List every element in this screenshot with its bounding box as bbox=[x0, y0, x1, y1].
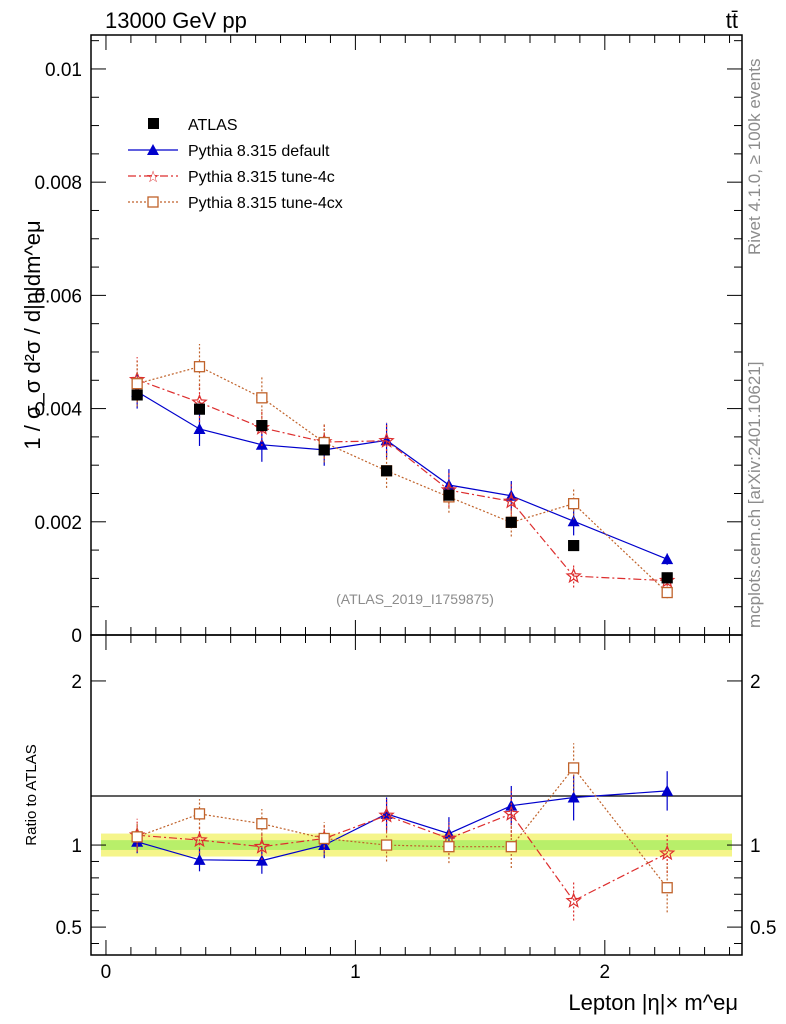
ratio-ticks bbox=[91, 635, 742, 955]
ratio-default-point bbox=[661, 784, 674, 796]
tune4cx-point bbox=[256, 392, 268, 404]
ratio-series bbox=[128, 743, 676, 921]
ratio-tune4c-point bbox=[503, 805, 520, 821]
default-line bbox=[136, 391, 668, 560]
ratio-tune4cx-point bbox=[193, 808, 206, 820]
legend: ATLAS Pythia 8.315 default ☆ Pythia 8.31… bbox=[128, 117, 343, 212]
ratio-default-point bbox=[505, 799, 518, 811]
ratio-y-tick-label-right: 2 bbox=[750, 672, 761, 693]
ratio-tune4c-point bbox=[378, 806, 395, 823]
atlas-point-top bbox=[661, 572, 673, 584]
ratio-tune4cx-line bbox=[136, 766, 668, 889]
ratio-y-tick-labels: 0.5 1 2 0.5 1 2 bbox=[56, 672, 777, 939]
tune4cx-point bbox=[661, 586, 673, 599]
x-tick-label: 0 bbox=[101, 962, 112, 983]
atlas-point-top bbox=[131, 389, 143, 401]
x-axis-label: Lepton |η|× m^eμ bbox=[568, 990, 738, 1015]
legend-tune4c-marker: ☆ bbox=[146, 167, 160, 186]
ratio-tune4c-point bbox=[253, 838, 271, 854]
ratio-default-point bbox=[567, 791, 580, 803]
ratio-band-inner bbox=[101, 840, 732, 850]
tune4c-point bbox=[502, 492, 520, 509]
ratio-tune4c-point bbox=[565, 892, 582, 908]
ratio-tune4c-point bbox=[191, 831, 208, 848]
ratio-panel: 0.5 1 2 0.5 1 2 0 1 2 Ratio to ATLAS bbox=[23, 634, 777, 983]
analysis-watermark: (ATLAS_2019_I1759875) bbox=[336, 591, 494, 607]
atlas-point-top bbox=[381, 465, 393, 477]
main-panel: 0 0.002 0.004 0.006 0.008 0.01 1 / σ_σ d²σ / … bbox=[20, 34, 743, 647]
tune4cx-point bbox=[131, 378, 143, 390]
main-ticks bbox=[91, 35, 742, 636]
ratio-tune4c-point bbox=[658, 844, 676, 861]
atlas-point-top bbox=[318, 444, 330, 456]
x-tick-label: 1 bbox=[350, 962, 361, 983]
rivet-label: Rivet 4.1.0, ≥ 100k events bbox=[745, 59, 764, 255]
x-tick-labels: 0 1 2 bbox=[101, 962, 610, 983]
ratio-tune4cx-point bbox=[505, 841, 517, 853]
atlas-point-top bbox=[505, 516, 517, 528]
ratio-default-point bbox=[318, 839, 331, 851]
tune4cx-point bbox=[567, 498, 580, 510]
legend-default-label: Pythia 8.315 default bbox=[188, 143, 330, 160]
main-y-tick-label: 0 bbox=[71, 626, 82, 647]
ratio-tune4cx-point bbox=[380, 839, 393, 851]
ratio-tune4cx-point bbox=[256, 818, 268, 830]
atlas-point-top bbox=[256, 420, 268, 432]
ratio-y-tick-label-left: 0.5 bbox=[56, 918, 82, 939]
tune4cx-point bbox=[193, 361, 206, 373]
header-left-title: 13000 GeV pp bbox=[105, 8, 247, 33]
legend-tune4c-label: Pythia 8.315 tune-4c bbox=[188, 169, 335, 186]
x-tick-label: 2 bbox=[600, 962, 611, 983]
tune4cx-line bbox=[136, 366, 668, 593]
main-y-tick-label: 0.004 bbox=[34, 400, 82, 421]
ratio-y-axis-label: Ratio to ATLAS bbox=[23, 744, 40, 845]
main-series bbox=[128, 344, 676, 599]
ratio-y-tick-label-right: 0.5 bbox=[750, 918, 776, 939]
tune4c-point bbox=[565, 567, 582, 584]
legend-atlas-marker bbox=[148, 118, 159, 129]
atlas-point-top bbox=[568, 540, 580, 552]
legend-default-marker bbox=[147, 144, 159, 155]
ratio-default-point bbox=[193, 853, 206, 865]
default-point bbox=[193, 422, 206, 434]
main-y-tick-label: 0.002 bbox=[34, 513, 82, 534]
ratio-y-tick-label-left: 2 bbox=[71, 672, 82, 693]
ratio-y-tick-label-right: 1 bbox=[750, 836, 761, 857]
main-y-tick-label: 0.01 bbox=[45, 60, 82, 81]
ratio-tune4cx-point bbox=[443, 841, 455, 853]
tune4c-line bbox=[136, 379, 668, 582]
ratio-default-point bbox=[255, 854, 268, 866]
default-point bbox=[661, 553, 674, 565]
ratio-tune4cx-point bbox=[661, 882, 673, 894]
atlas-point-top bbox=[194, 403, 205, 415]
legend-atlas-label: ATLAS bbox=[188, 117, 238, 134]
main-y-tick-labels: 0 0.002 0.004 0.006 0.008 0.01 bbox=[34, 60, 82, 647]
tune4c-point bbox=[378, 432, 395, 448]
main-y-tick-label: 0.006 bbox=[34, 286, 82, 307]
mcplots-label: mcplots.cern.ch [arXiv:2401.10621] bbox=[745, 362, 764, 628]
main-y-tick-label: 0.008 bbox=[34, 173, 82, 194]
legend-tune4cx-label: Pythia 8.315 tune-4cx bbox=[188, 195, 343, 212]
header-right-title: tt̄ bbox=[726, 8, 738, 33]
legend-tune4cx-marker bbox=[147, 196, 159, 208]
atlas-point-top bbox=[443, 489, 455, 501]
default-point bbox=[567, 515, 580, 527]
ratio-y-tick-label-left: 1 bbox=[71, 836, 82, 857]
ratio-tune4cx-point bbox=[131, 831, 143, 843]
ratio-tune4cx-point bbox=[567, 762, 580, 774]
ratio-tune4c-line bbox=[137, 813, 668, 902]
ratio-frame bbox=[90, 634, 743, 956]
ratio-tune4cx-point bbox=[318, 832, 330, 845]
main-y-axis-label: 1 / σ_σ d²σ / d|η|dm^eμ bbox=[20, 220, 45, 449]
